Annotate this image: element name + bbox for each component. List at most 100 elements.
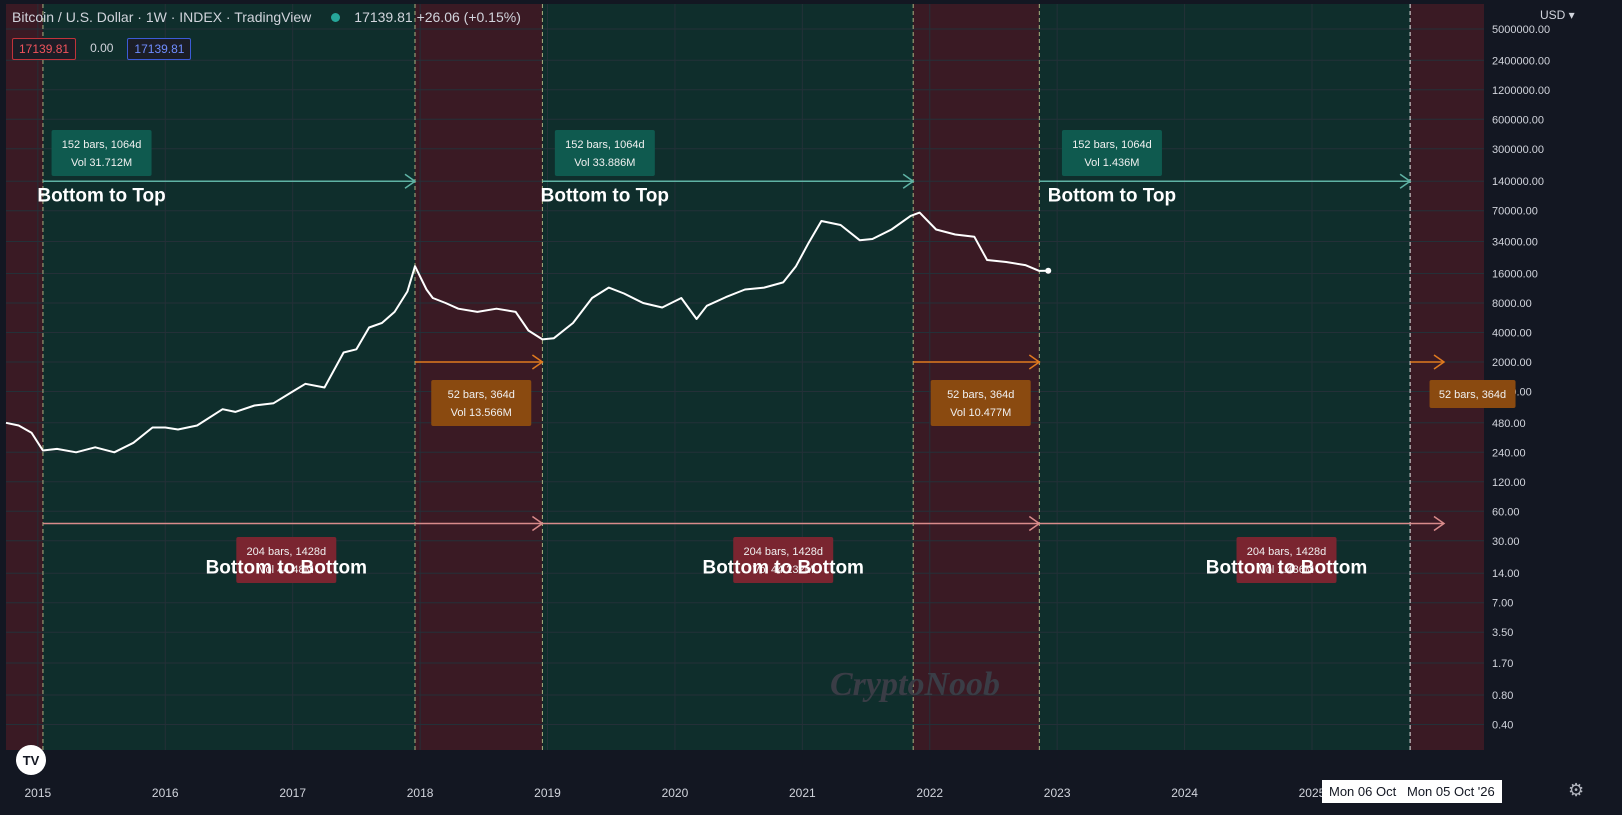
price-line bbox=[5, 211, 1049, 454]
tradingview-logo-icon[interactable]: TV bbox=[16, 745, 46, 775]
measure-label-text: 204 bars, 1428d bbox=[743, 546, 823, 558]
x-tick-label: 2019 bbox=[534, 786, 561, 800]
x-tick-label: 2020 bbox=[662, 786, 689, 800]
y-tick-label: 300000.00 bbox=[1492, 144, 1544, 156]
band-bear bbox=[6, 4, 43, 750]
phase-label: Bottom to Top bbox=[1048, 186, 1176, 207]
measure-label-text: Vol 1.436M bbox=[1084, 157, 1139, 169]
arrowhead-icon bbox=[531, 515, 544, 532]
arrowhead-icon bbox=[1433, 515, 1446, 532]
currency-selector[interactable]: USD ▾ bbox=[1540, 8, 1575, 22]
measure-label-text: Vol 44.48M bbox=[259, 564, 314, 576]
y-tick-label: 34000.00 bbox=[1492, 236, 1538, 248]
y-tick-label: 1.70 bbox=[1492, 658, 1513, 670]
arrowhead-icon bbox=[404, 173, 417, 189]
band-bull bbox=[42, 4, 415, 750]
measure-label-text: 52 bars, 364d bbox=[448, 389, 515, 401]
measure-label bbox=[431, 380, 532, 426]
x-tick-label: 2015 bbox=[25, 786, 52, 800]
last-price-dot bbox=[1045, 267, 1052, 274]
measure-label-text: 204 bars, 1428d bbox=[1247, 546, 1327, 558]
measure-label-text: 152 bars, 1064d bbox=[1072, 139, 1152, 151]
y-tick-label: 70000.00 bbox=[1492, 206, 1538, 218]
measure-label bbox=[1236, 537, 1337, 583]
price-change: 17139.81 +26.06 (+0.15%) bbox=[354, 9, 521, 25]
y-tick-label: 600000.00 bbox=[1492, 114, 1544, 126]
measure-label-text: Vol 1.436M bbox=[1259, 564, 1314, 576]
band-bull bbox=[542, 4, 914, 750]
chart-header: Bitcoin / U.S. Dollar · 1W · INDEX · Tra… bbox=[12, 9, 521, 25]
measure-label-text: 52 bars, 364d bbox=[1439, 389, 1506, 401]
buy-price[interactable]: 17139.81 bbox=[127, 38, 192, 60]
y-tick-label: 120.00 bbox=[1492, 477, 1526, 489]
y-tick-label: 480.00 bbox=[1492, 418, 1526, 430]
measure-label-text: Vol 33.886M bbox=[574, 157, 635, 169]
y-tick-label: 5000000.00 bbox=[1492, 24, 1550, 36]
measure-label bbox=[1061, 130, 1162, 176]
arrowhead-icon bbox=[902, 173, 915, 189]
y-tick-label: 0.40 bbox=[1492, 720, 1513, 732]
measure-label bbox=[930, 380, 1031, 426]
measure-label-text: Vol 13.566M bbox=[451, 407, 512, 419]
arrowhead-icon bbox=[531, 354, 544, 370]
x-tick-label: 2024 bbox=[1171, 786, 1198, 800]
x-tick-label: 2017 bbox=[279, 786, 306, 800]
measure-label bbox=[236, 537, 337, 583]
phase-label: Bottom to Bottom bbox=[702, 558, 863, 579]
band-bear bbox=[1410, 4, 1484, 750]
y-tick-label: 2400000.00 bbox=[1492, 55, 1550, 67]
ohlc-row: 17139.81 0.00 17139.81 bbox=[12, 38, 192, 60]
phase-label: Bottom to Bottom bbox=[1206, 558, 1367, 579]
y-tick-label: 1200000.00 bbox=[1492, 85, 1550, 97]
measure-label-text: Vol 10.477M bbox=[950, 407, 1011, 419]
x-tick-label: 2016 bbox=[152, 786, 179, 800]
measure-label-text: Vol 31.712M bbox=[71, 157, 132, 169]
arrowhead-icon bbox=[1399, 173, 1412, 189]
y-tick-label: 60.00 bbox=[1492, 506, 1520, 518]
measure-label bbox=[1429, 380, 1516, 408]
y-tick-label: 16000.00 bbox=[1492, 269, 1538, 281]
x-tick-label: 2025 bbox=[1299, 786, 1326, 800]
symbol-title[interactable]: Bitcoin / U.S. Dollar · 1W · INDEX · Tra… bbox=[12, 9, 312, 25]
y-tick-label: 3.50 bbox=[1492, 627, 1513, 639]
x-tick-label: 2021 bbox=[789, 786, 816, 800]
time-tag-2: Mon 05 Oct '26 bbox=[1400, 780, 1502, 803]
y-tick-label: 240.00 bbox=[1492, 447, 1526, 459]
x-tick-label: 2018 bbox=[407, 786, 434, 800]
y-tick-label: 140000.00 bbox=[1492, 176, 1544, 188]
phase-label: Bottom to Bottom bbox=[206, 558, 367, 579]
currency-label: USD bbox=[1540, 8, 1566, 22]
time-tag-1: Mon 06 Oct '25 bbox=[1322, 780, 1424, 803]
arrowhead-icon bbox=[1433, 354, 1446, 370]
y-tick-label: 8000.00 bbox=[1492, 298, 1532, 310]
phase-label: Bottom to Top bbox=[541, 186, 669, 207]
y-tick-label: 0.80 bbox=[1492, 690, 1513, 702]
y-tick-label: 14.00 bbox=[1492, 568, 1520, 580]
measure-label bbox=[733, 537, 834, 583]
phase-label: Bottom to Top bbox=[37, 186, 165, 207]
measure-label bbox=[554, 130, 655, 176]
measure-label-text: 152 bars, 1064d bbox=[565, 139, 645, 151]
measure-label-text: 204 bars, 1428d bbox=[247, 546, 327, 558]
measure-label-text: Vol 44.232M bbox=[753, 564, 814, 576]
spread: 0.00 bbox=[90, 41, 114, 55]
watermark: CryptoNoob bbox=[830, 666, 1000, 703]
band-bear bbox=[913, 4, 1040, 750]
band-bear bbox=[414, 4, 543, 750]
measure-label bbox=[51, 130, 152, 176]
x-tick-label: 2023 bbox=[1044, 786, 1071, 800]
y-tick-label: 7.00 bbox=[1492, 598, 1513, 610]
sell-price[interactable]: 17139.81 bbox=[12, 38, 77, 60]
band-bull bbox=[1039, 4, 1411, 750]
measure-label-text: 152 bars, 1064d bbox=[62, 139, 142, 151]
arrowhead-icon bbox=[1028, 354, 1041, 370]
measure-label-text: 52 bars, 364d bbox=[947, 389, 1014, 401]
gear-icon[interactable]: ⚙ bbox=[1568, 780, 1585, 800]
x-tick-label: 2022 bbox=[916, 786, 943, 800]
market-status-icon bbox=[331, 12, 341, 22]
y-tick-label: 30.00 bbox=[1492, 536, 1520, 548]
y-tick-label: 2000.00 bbox=[1492, 357, 1532, 369]
y-tick-label: 4000.00 bbox=[1492, 328, 1532, 340]
